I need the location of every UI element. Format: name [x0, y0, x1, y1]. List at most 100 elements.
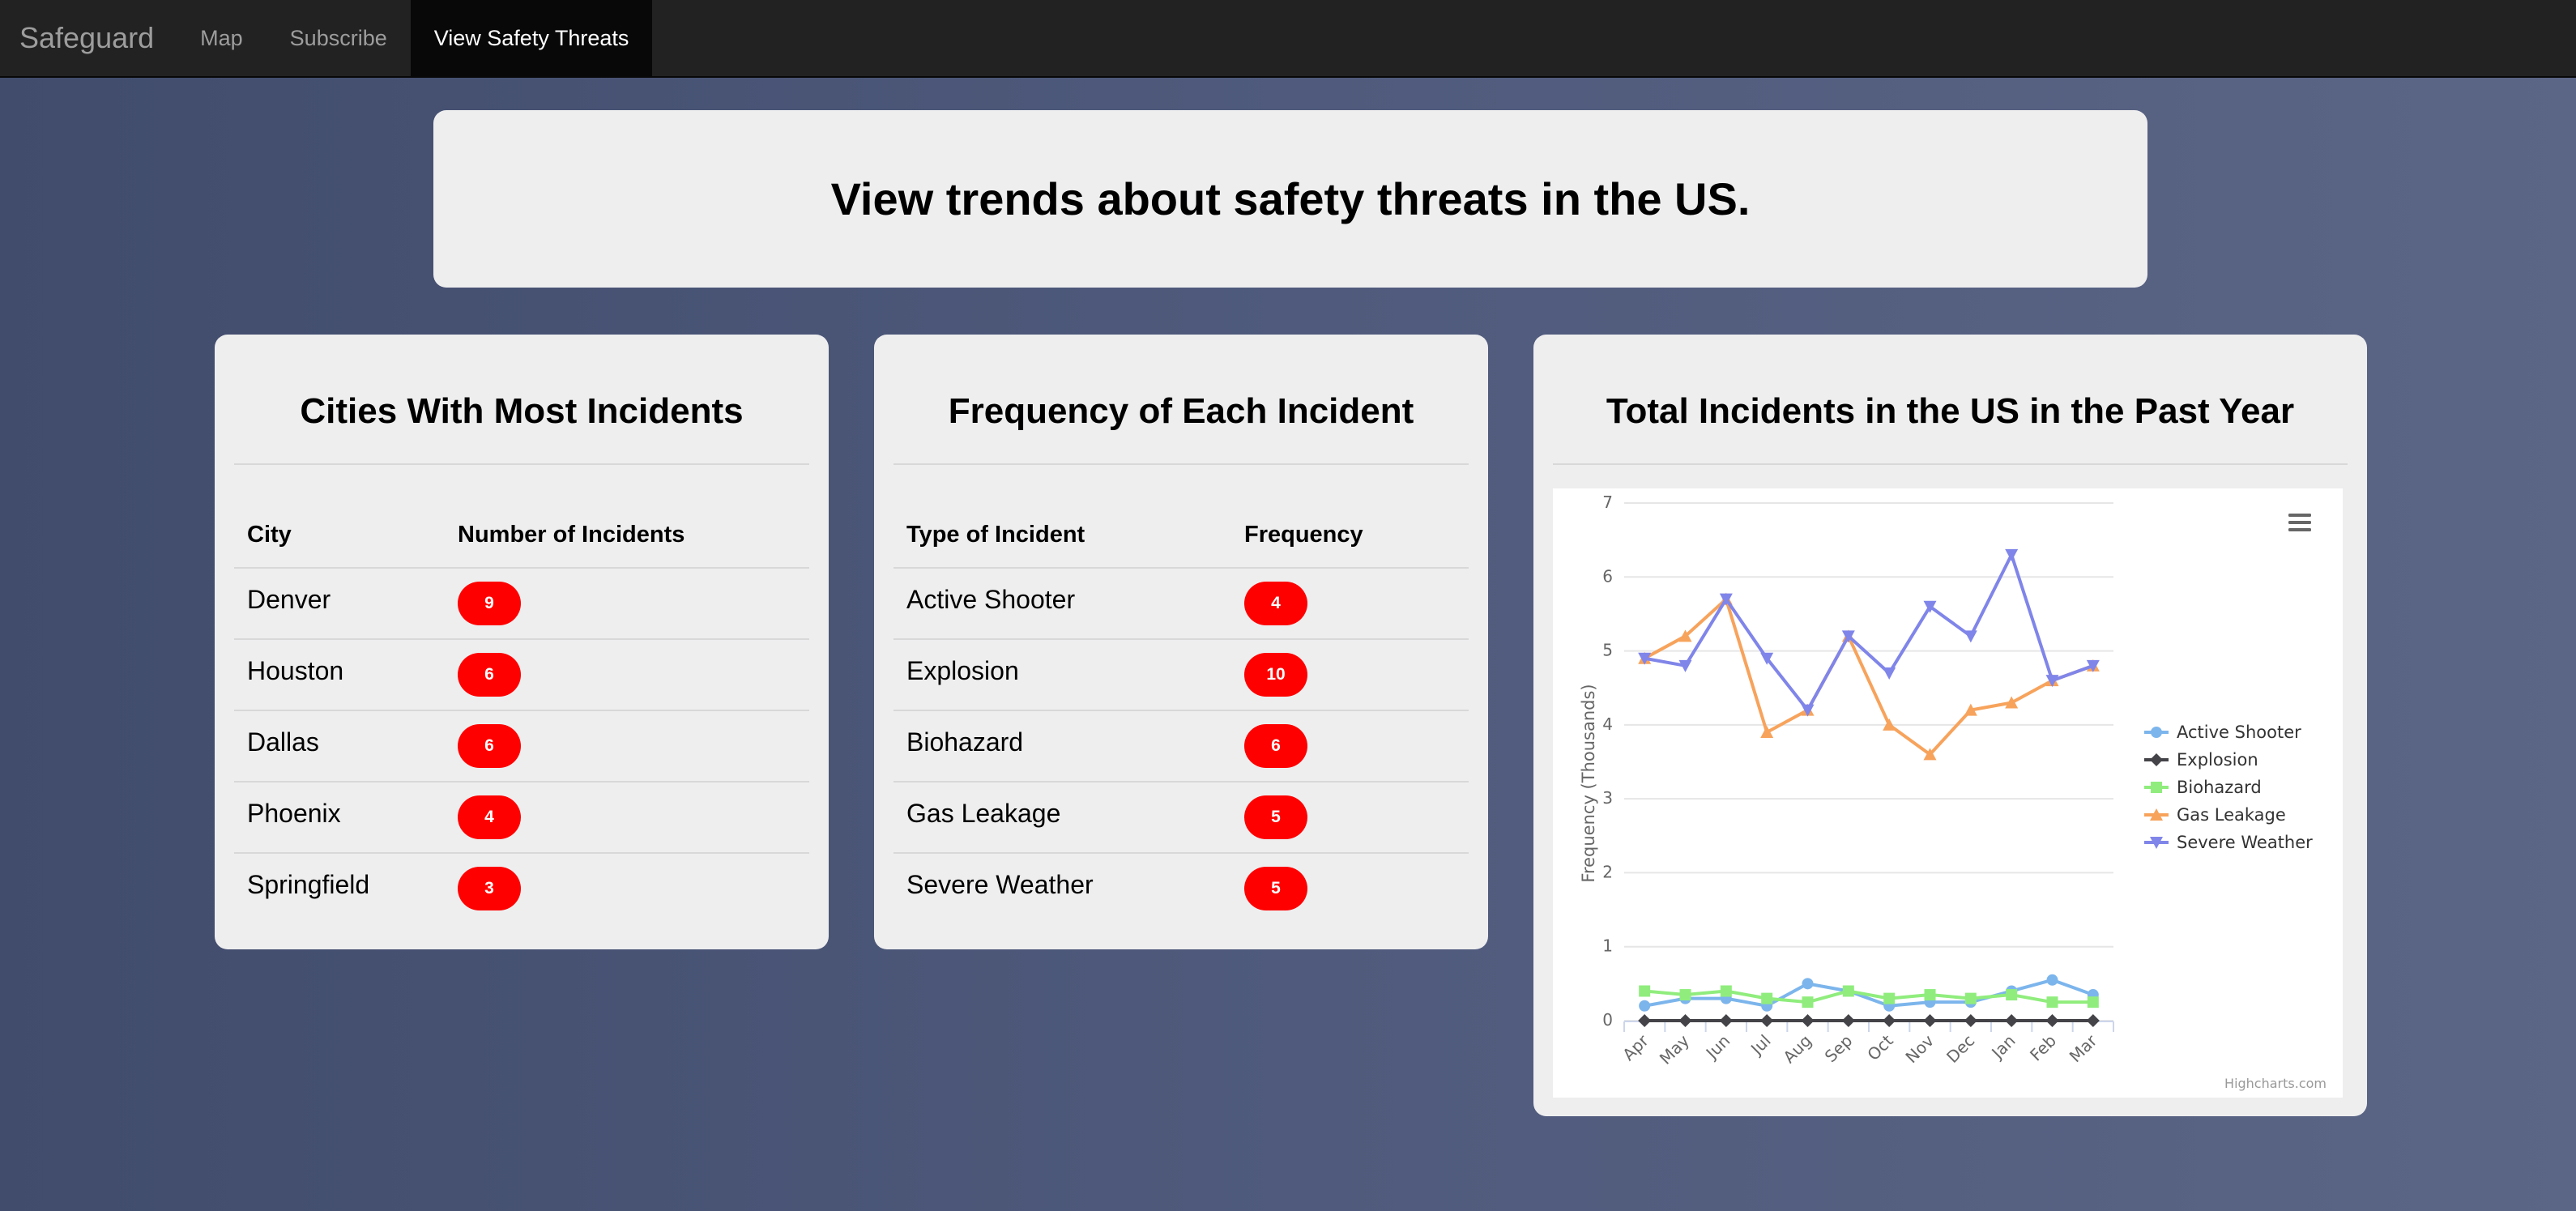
chart-card: Total Incidents in the US in the Past Ye… — [1533, 335, 2367, 1116]
page-title: View trends about safety threats in the … — [830, 173, 1751, 224]
data-point[interactable] — [1964, 1014, 1977, 1027]
x-tick-label: Jan — [1987, 1031, 2019, 1064]
incident-count-badge: 6 — [458, 724, 521, 768]
data-point[interactable] — [1923, 1014, 1937, 1027]
data-point[interactable] — [1801, 1014, 1815, 1027]
data-point[interactable] — [1923, 600, 1937, 613]
data-point[interactable] — [1760, 1014, 1774, 1027]
x-tick-label: Jul — [1746, 1031, 1774, 1060]
data-point[interactable] — [1802, 978, 1814, 990]
data-point[interactable] — [1923, 748, 1937, 761]
nav-link-map[interactable]: Map — [200, 26, 243, 50]
data-point[interactable] — [1964, 630, 1977, 643]
data-point[interactable] — [1924, 989, 1936, 1001]
x-tick-label: Nov — [1901, 1030, 1938, 1067]
data-point[interactable] — [2005, 1014, 2019, 1027]
table-row: Gas Leakage 5 — [893, 782, 1469, 854]
incident-count-badge: 4 — [458, 795, 521, 839]
data-point[interactable] — [1638, 652, 1652, 665]
data-point[interactable] — [1883, 718, 1896, 731]
nav-link-subscribe[interactable]: Subscribe — [289, 26, 387, 50]
data-point[interactable] — [2046, 974, 2058, 986]
data-point[interactable] — [1841, 630, 1855, 643]
x-tick-label: Sep — [1821, 1031, 1857, 1067]
data-point[interactable] — [1678, 629, 1692, 642]
column-header-city: City — [247, 522, 292, 548]
brand-link[interactable]: Safeguard — [19, 21, 155, 54]
city-name: Dallas — [247, 727, 319, 757]
data-point[interactable] — [1760, 725, 1774, 738]
data-point[interactable] — [2086, 1014, 2100, 1027]
data-point[interactable] — [1964, 992, 1977, 1004]
data-point[interactable] — [1842, 985, 1854, 997]
chart-credits[interactable]: Highcharts.com — [2224, 1076, 2327, 1091]
data-point[interactable] — [1678, 659, 1692, 672]
legend-item[interactable]: Severe Weather — [2144, 833, 2313, 852]
x-tick-label: Aug — [1779, 1031, 1815, 1068]
series-line — [1643, 989, 2095, 1004]
data-point[interactable] — [2005, 548, 2019, 561]
column-header-number-of-incidents: Number of Incidents — [458, 522, 685, 548]
data-point[interactable] — [1719, 593, 1733, 606]
series-biohazard — [1639, 985, 2099, 1008]
data-point[interactable] — [1719, 1014, 1733, 1027]
data-point[interactable] — [1679, 989, 1691, 1001]
x-tick-label: Dec — [1943, 1031, 1978, 1067]
incident-type-name: Severe Weather — [906, 870, 1094, 899]
x-tick-label: Jun — [1701, 1031, 1734, 1064]
data-point[interactable] — [2045, 1014, 2059, 1027]
data-point[interactable] — [1964, 703, 1977, 716]
y-tick-label: 0 — [1602, 1010, 1613, 1030]
chart-axes: 0 1 2 3 4 5 6 7 Apr May Jun Jul Aug Sep Oct Nov Dec Jan Fe… — [1602, 493, 2114, 1068]
city-name: Houston — [247, 656, 344, 685]
legend-item[interactable]: Gas Leakage — [2144, 805, 2286, 825]
data-point[interactable] — [1802, 996, 1814, 1008]
frequency-badge: 4 — [1244, 582, 1307, 625]
series-line — [1643, 978, 2095, 1008]
hamburger-menu-icon[interactable] — [2287, 510, 2313, 535]
y-tick-label: 6 — [1602, 566, 1613, 586]
data-point[interactable] — [2045, 675, 2059, 688]
data-point[interactable] — [1639, 985, 1651, 997]
data-point[interactable] — [2006, 989, 2018, 1001]
chart-container: 0 1 2 3 4 5 6 7 Apr May Jun Jul Aug Sep Oct Nov Dec Jan Fe… — [1553, 488, 2343, 1098]
legend-item[interactable]: Active Shooter — [2144, 723, 2301, 742]
data-point[interactable] — [1841, 1014, 1855, 1027]
data-point[interactable] — [1883, 667, 1896, 680]
data-point[interactable] — [2046, 996, 2058, 1008]
incident-type-name: Gas Leakage — [906, 799, 1061, 828]
data-point[interactable] — [1883, 992, 1896, 1004]
table-row: Dallas 6 — [234, 711, 809, 782]
y-tick-label: 5 — [1602, 641, 1613, 660]
data-point[interactable] — [1801, 704, 1815, 717]
column-header-frequency: Frequency — [1244, 522, 1363, 548]
incident-type-name: Explosion — [906, 656, 1019, 685]
x-tick-label: Oct — [1863, 1030, 1897, 1064]
nav-link-view-safety-threats[interactable]: View Safety Threats — [410, 0, 653, 76]
data-point[interactable] — [2086, 659, 2100, 672]
table-row: Denver 9 — [234, 569, 809, 640]
top-navbar: Safeguard Map Subscribe View Safety Thre… — [0, 0, 2576, 78]
y-tick-label: 7 — [1602, 493, 1613, 512]
y-axis-title: Frequency (Thousands) — [1579, 684, 1598, 882]
chart-series — [1638, 548, 2100, 1027]
table-row: Phoenix 4 — [234, 782, 809, 854]
data-point[interactable] — [1678, 1014, 1692, 1027]
y-tick-label: 3 — [1602, 788, 1613, 808]
legend-item[interactable]: Explosion — [2144, 750, 2258, 770]
data-point[interactable] — [2087, 996, 2099, 1008]
data-point[interactable] — [1638, 1014, 1652, 1027]
data-point[interactable] — [1639, 1000, 1651, 1012]
data-point[interactable] — [1720, 985, 1732, 997]
legend-item[interactable]: Biohazard — [2144, 778, 2262, 797]
city-name: Phoenix — [247, 799, 341, 828]
data-point[interactable] — [1760, 652, 1774, 665]
data-point[interactable] — [2005, 696, 2019, 709]
data-point[interactable] — [1883, 1014, 1896, 1027]
cities-card-divider — [234, 463, 809, 465]
frequency-badge: 6 — [1244, 724, 1307, 768]
frequency-card-title: Frequency of Each Incident — [948, 391, 1414, 431]
chart-card-divider — [1553, 463, 2348, 465]
y-tick-label: 4 — [1602, 714, 1613, 734]
data-point[interactable] — [1761, 992, 1773, 1004]
